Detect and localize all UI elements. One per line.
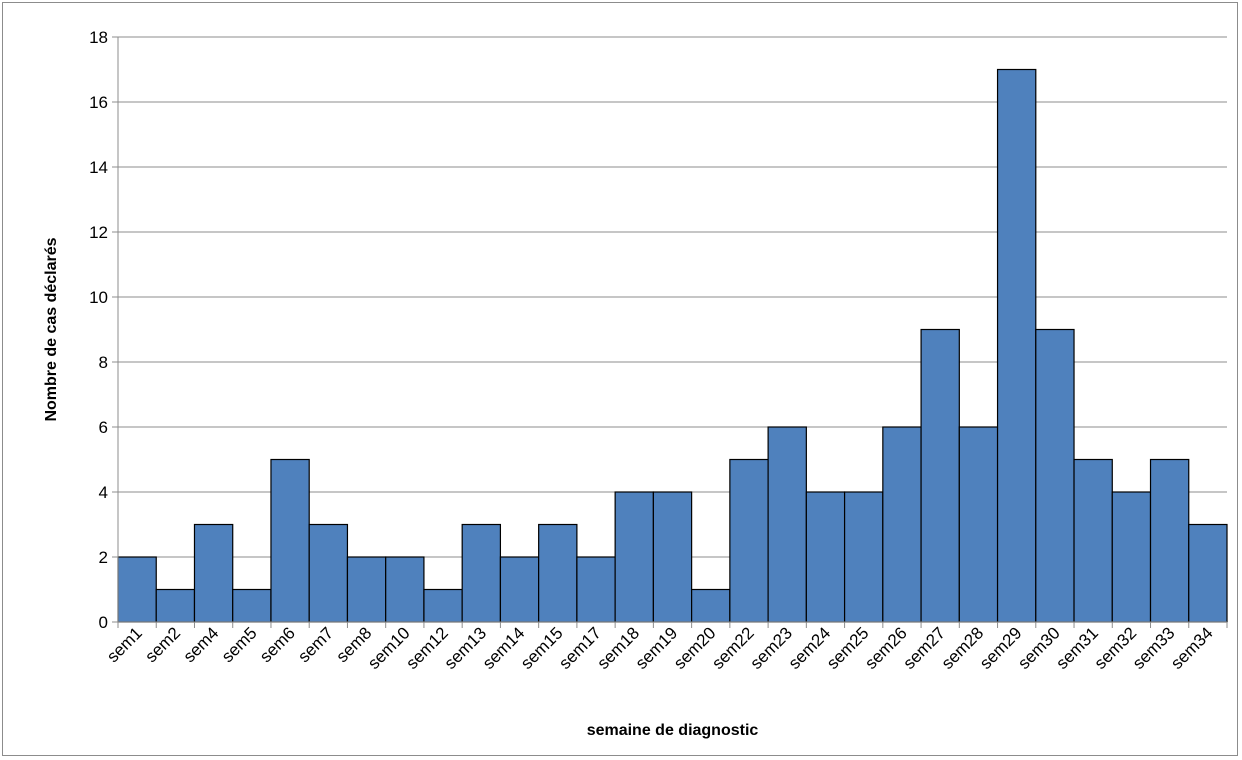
y-tick-label: 4	[99, 483, 108, 502]
x-tick-label: sem30	[1014, 623, 1064, 673]
bar	[538, 523, 578, 623]
x-tick-label: sem13	[441, 623, 491, 673]
y-axis-title: Nombre de cas déclarés	[43, 237, 60, 421]
x-tick-label: sem15	[517, 623, 567, 673]
bars	[117, 68, 1228, 623]
bar	[423, 588, 463, 623]
y-tick-labels: 0 2 4 6 8 10 12 14 16 18	[89, 28, 108, 632]
bar	[576, 556, 616, 623]
y-tick-label: 6	[99, 418, 108, 437]
x-tick-label: sem25	[823, 623, 873, 673]
bar	[270, 458, 310, 623]
bar	[155, 588, 196, 623]
y-tick-label: 16	[89, 93, 108, 112]
bar	[1073, 458, 1113, 623]
x-tick-label: sem34	[1167, 623, 1217, 673]
x-tick-label: sem20	[670, 623, 720, 673]
y-tick-label: 10	[89, 288, 108, 307]
bar	[920, 328, 960, 623]
bar	[193, 523, 234, 623]
bar	[232, 588, 272, 623]
x-tick-labels: sem1sem2sem4sem5sem6sem7sem8sem10sem12se…	[103, 623, 1217, 673]
bar	[117, 556, 157, 623]
bar	[691, 588, 731, 623]
x-tick-label: sem4	[180, 623, 223, 666]
x-tick-label: sem31	[1052, 623, 1102, 673]
y-tick-label: 0	[99, 613, 108, 632]
bar	[499, 556, 540, 623]
x-tick-label: sem12	[402, 623, 452, 673]
x-tick-label: sem2	[141, 623, 184, 666]
y-tick-label: 18	[89, 28, 108, 47]
x-tick-label: sem6	[256, 623, 299, 666]
x-tick-label: sem28	[938, 623, 988, 673]
bar	[729, 458, 769, 623]
bar	[1111, 491, 1152, 623]
x-tick-label: sem7	[294, 623, 337, 666]
x-tick-label: sem17	[555, 623, 605, 673]
y-tick-label: 14	[89, 158, 108, 177]
bar	[308, 523, 349, 623]
x-tick-label: sem14	[479, 623, 529, 673]
bar	[346, 556, 387, 623]
axes	[112, 36, 1228, 628]
y-tick-label: 12	[89, 223, 108, 242]
x-tick-label: sem26	[861, 623, 911, 673]
y-tick-label: 8	[99, 353, 108, 372]
bar	[767, 426, 807, 623]
bar	[1188, 523, 1228, 623]
x-tick-label: sem32	[1091, 623, 1141, 673]
x-tick-label: sem33	[1129, 623, 1179, 673]
bar	[843, 491, 884, 623]
x-tick-label: sem5	[218, 623, 261, 666]
x-tick-label: sem19	[632, 623, 682, 673]
bar	[996, 68, 1037, 623]
bar	[385, 556, 425, 623]
bar	[652, 491, 693, 623]
y-tick-label: 2	[99, 548, 108, 567]
x-tick-label: sem22	[708, 623, 758, 673]
x-tick-label: sem1	[103, 623, 146, 666]
bar	[805, 491, 846, 623]
bar	[461, 523, 502, 623]
x-tick-label: sem29	[976, 623, 1026, 673]
x-tick-label: sem24	[785, 623, 835, 673]
x-tick-label: sem23	[747, 623, 797, 673]
x-tick-label: sem10	[364, 623, 414, 673]
bar	[614, 491, 654, 623]
x-tick-label: sem18	[594, 623, 644, 673]
bar	[958, 426, 999, 623]
x-tick-label: sem27	[899, 623, 949, 673]
x-axis-title: semaine de diagnostic	[587, 722, 759, 739]
bar	[1149, 458, 1190, 623]
bar	[882, 426, 922, 623]
bar	[1035, 328, 1075, 623]
